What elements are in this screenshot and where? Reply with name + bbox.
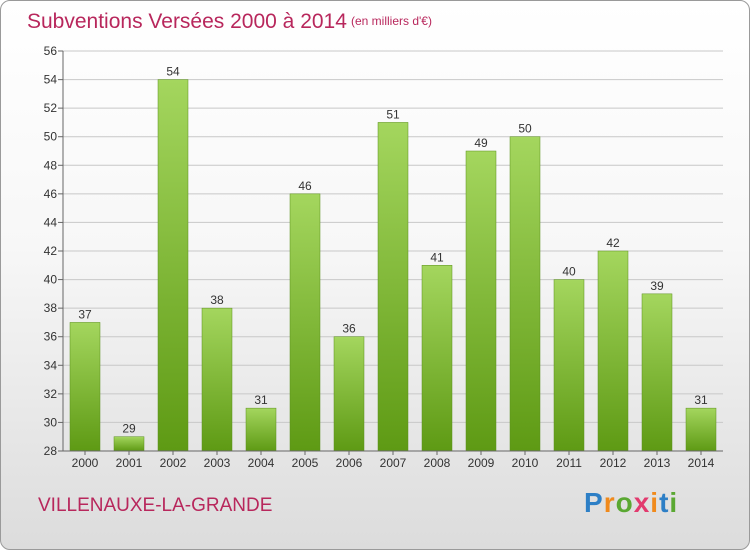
commune-name: VILLENAUXE-LA-GRANDE [38,495,273,516]
bar-value-label: 40 [562,265,576,279]
y-tick-label: 54 [44,73,58,87]
bar [421,265,453,452]
x-tick-label: 2014 [688,456,715,470]
y-tick-label: 30 [44,415,58,429]
x-tick-label: 2006 [336,456,363,470]
bar [289,193,321,452]
bar-value-label: 42 [606,236,620,250]
x-tick-label: 2011 [556,456,582,470]
bar-value-label: 49 [474,136,488,150]
x-tick-label: 2004 [248,456,275,470]
y-tick-label: 48 [44,158,58,172]
x-tick-label: 2005 [292,456,319,470]
y-tick-label: 38 [44,301,58,315]
bar-value-label: 39 [650,279,664,293]
bar [509,136,541,452]
bars: 37 29 54 38 31 46 36 51 41 49 50 40 42 39 31 [69,65,717,452]
bar-value-label: 37 [78,307,92,321]
x-tick-label: 2012 [600,456,627,470]
bar-value-label: 46 [298,179,312,193]
y-tick-label: 44 [44,215,58,229]
bar-value-label: 31 [694,393,708,407]
bar-value-label: 29 [122,422,136,436]
bar-value-label: 38 [210,293,224,307]
x-tick-label: 2000 [72,456,99,470]
bar [113,436,145,452]
bar [377,122,409,452]
x-tick-label: 2007 [380,456,407,470]
y-tick-label: 32 [44,387,58,401]
bar [553,279,585,452]
chart-title: Subventions Versées 2000 à 2014 [27,10,347,33]
bar-value-label: 54 [166,65,180,79]
y-tick-label: 52 [44,101,58,115]
y-tick-label: 50 [44,130,58,144]
y-tick-label: 46 [44,187,58,201]
x-tick-label: 2001 [116,456,143,470]
bar [245,407,277,452]
chart-subtitle: (en milliers d'€) [351,14,432,28]
bar [69,322,101,452]
bar-value-label: 41 [430,250,444,264]
bar [333,336,365,452]
x-tick-label: 2003 [204,456,231,470]
bar-value-label: 50 [518,122,532,136]
x-tick-label: 2002 [160,456,187,470]
bar-value-label: 36 [342,322,356,336]
x-tick-label: 2008 [424,456,451,470]
y-tick-label: 40 [44,273,58,287]
proxiti-logo: Proxiti [584,487,679,518]
y-tick-label: 42 [44,244,58,258]
bar [465,150,497,452]
bar-value-label: 51 [386,107,400,121]
y-tick-label: 28 [44,444,58,458]
x-tick-label: 2010 [512,456,539,470]
y-tick-label: 34 [44,358,58,372]
x-tick-label: 2009 [468,456,495,470]
bar [685,407,717,452]
y-tick-label: 56 [44,44,58,58]
axes: 28 30 32 34 36 38 40 42 44 46 48 50 52 54 56 2000 2001 20… [44,44,723,470]
y-tick-label: 36 [44,330,58,344]
bar [641,293,673,452]
bar [597,250,629,452]
bar [157,79,189,452]
x-tick-label: 2013 [644,456,671,470]
bar [201,307,233,452]
bar-value-label: 31 [254,393,268,407]
